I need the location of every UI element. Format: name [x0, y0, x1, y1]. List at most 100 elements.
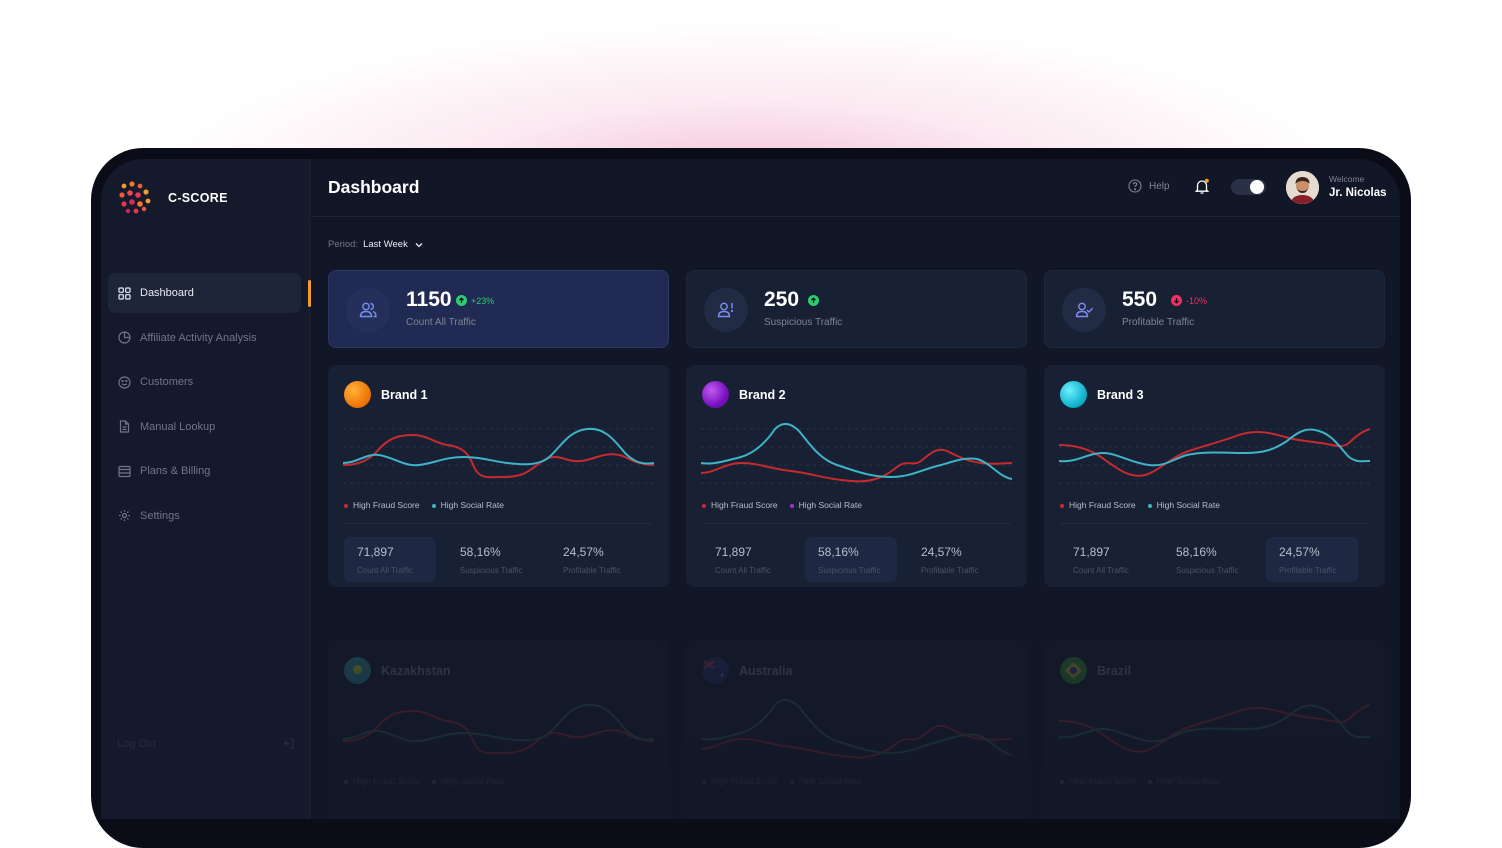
billing-icon	[118, 465, 131, 477]
country-header: Kazakhstan	[344, 657, 450, 684]
sidebar-item-label: Customers	[140, 376, 194, 388]
notifications-button[interactable]	[1194, 178, 1210, 200]
sidebar-item-label: Affiliate Activity Analysis	[140, 331, 257, 344]
sidebar-item-customers[interactable]: Customers	[108, 362, 301, 402]
country-trend-chart	[1059, 704, 1370, 753]
legend-item-social: High Social Rate	[1147, 500, 1220, 510]
logout-icon	[283, 738, 294, 749]
stat-value: 550	[1122, 288, 1158, 311]
metric-count-all-traffic[interactable]: 71,897 Count All Traffic	[715, 545, 771, 575]
brand-trend-chart	[343, 427, 654, 484]
metric-profitable-traffic[interactable]: 24,57% Profitable Traffic	[1266, 537, 1358, 582]
user-avatar-icon	[1286, 171, 1319, 204]
active-nav-indicator	[308, 280, 311, 307]
brand-name: Brand 3	[1097, 387, 1144, 402]
brand-metrics: 71,897 Count All Traffic 58,16% Suspicio…	[344, 537, 664, 582]
chart-legend: High Fraud Score High Social Rate	[344, 776, 504, 786]
chevron-down-icon	[415, 242, 423, 247]
theme-toggle[interactable]	[1231, 179, 1266, 195]
stat-change-badge: +23%	[456, 295, 494, 306]
period-label: Period:	[328, 239, 359, 250]
help-button[interactable]: Help	[1128, 179, 1170, 193]
australia-flag-icon	[702, 657, 729, 684]
brand-header: Brand 2	[702, 381, 786, 408]
metric-profitable-traffic[interactable]: 24,57% Profitable Traffic	[921, 545, 979, 575]
period-selector[interactable]: Period: Last Week	[328, 239, 425, 250]
brand-logo-icon	[1060, 381, 1087, 408]
social-series-line	[343, 427, 654, 467]
stat-card-profitable-traffic[interactable]: 550 -10% Profitable Traffic	[1044, 270, 1385, 348]
help-label: Help	[1149, 180, 1170, 192]
legend-item-fraud: High Fraud Score	[702, 776, 778, 786]
stat-card-count-all-traffic[interactable]: 1150 +23% Count All Traffic	[328, 270, 669, 348]
welcome-block[interactable]: Welcome Jr. Nicolas	[1329, 174, 1387, 199]
country-header: Brazil	[1060, 657, 1131, 684]
stat-label: Profitable Traffic	[1122, 317, 1195, 328]
metric-profitable-traffic[interactable]: 24,57% Profitable Traffic	[563, 545, 621, 575]
legend-item-social: High Social Rate	[431, 500, 504, 510]
avatar[interactable]	[1286, 171, 1319, 204]
country-card-brazil[interactable]: Brazil High Fraud Score High Social Rate	[1044, 641, 1385, 819]
stat-change: -10%	[1186, 295, 1208, 306]
app-screen: C-SCORE Dashboard Affiliate Activity Ana…	[101, 159, 1400, 819]
chart-legend: High Fraud Score High Social Rate	[344, 500, 504, 510]
metric-count-all-traffic[interactable]: 71,897 Count All Traffic	[1073, 545, 1129, 575]
divider	[344, 523, 653, 524]
legend-item-fraud: High Fraud Score	[344, 500, 420, 510]
brand-name: Brand 2	[739, 387, 786, 402]
divider	[1060, 523, 1369, 524]
sidebar-item-affiliate-activity-analysis[interactable]: Affiliate Activity Analysis	[108, 318, 301, 358]
sidebar-item-label: Dashboard	[140, 287, 194, 299]
metric-count-all-traffic[interactable]: 71,897 Count All Traffic	[344, 537, 436, 582]
social-series-line	[701, 423, 1012, 480]
chart-legend: High Fraud Score High Social Rate	[702, 776, 862, 786]
metric-suspicious-traffic[interactable]: 58,16% Suspicious Traffic	[805, 537, 897, 582]
brand-card-1[interactable]: Brand 1 High Fraud Score High Social Rat…	[328, 365, 669, 587]
arrow-up-icon	[456, 295, 467, 306]
fraud-series-line	[343, 433, 654, 479]
sidebar-item-plans-billing[interactable]: Plans & Billing	[108, 451, 301, 491]
brand-card-3[interactable]: Brand 3 High Fraud Score High Social Rat…	[1044, 365, 1385, 587]
help-icon	[1128, 179, 1142, 193]
country-name: Kazakhstan	[381, 663, 451, 678]
fraud-series-line	[701, 448, 1012, 483]
pie-chart-icon	[118, 331, 131, 344]
chart-legend: High Fraud Score High Social Rate	[1060, 500, 1220, 510]
legend-item-fraud: High Fraud Score	[1060, 776, 1136, 786]
country-trend-chart	[701, 699, 1012, 759]
country-card-kazakhstan[interactable]: Kazakhstan High Fraud Score High Social …	[328, 641, 669, 819]
sidebar-item-label: Plans & Billing	[140, 465, 211, 477]
country-name: Brazil	[1097, 663, 1132, 678]
brand-card-2[interactable]: Brand 2 High Fraud Score High Social Rat…	[686, 365, 1027, 587]
legend-item-social: High Social Rate	[789, 776, 862, 786]
bell-icon	[1194, 178, 1210, 194]
app-logo[interactable]: C-SCORE	[118, 180, 228, 216]
metric-suspicious-traffic[interactable]: 58,16% Suspicious Traffic	[460, 545, 523, 575]
brand-logo-icon	[344, 381, 371, 408]
logout-label: Log Out	[117, 737, 157, 750]
stat-label: Suspicious Traffic	[764, 317, 843, 328]
stat-card-suspicious-traffic[interactable]: 250 Suspicious Traffic	[686, 270, 1027, 348]
users-icon	[346, 288, 390, 332]
grid-icon	[118, 286, 131, 300]
smile-icon	[118, 375, 131, 389]
sidebar-item-dashboard[interactable]: Dashboard	[108, 273, 301, 313]
stat-change: +23%	[471, 295, 495, 306]
sidebar-item-manual-lookup[interactable]: Manual Lookup	[108, 407, 301, 447]
brazil-flag-icon	[1060, 657, 1087, 684]
legend-item-social: High Social Rate	[789, 500, 862, 510]
logout-button[interactable]: Log Out	[117, 737, 295, 750]
sidebar: C-SCORE Dashboard Affiliate Activity Ana…	[101, 159, 310, 819]
sidebar-item-settings[interactable]: Settings	[108, 496, 301, 536]
stat-value: 250	[764, 288, 800, 311]
arrow-up-icon	[808, 295, 819, 306]
brand-metrics: 71,897 Count All Traffic 58,16% Suspicio…	[702, 537, 1022, 582]
country-card-australia[interactable]: Australia High Fraud Score High Social R…	[686, 641, 1027, 819]
kazakhstan-flag-icon	[344, 657, 371, 684]
arrow-down-icon	[1171, 295, 1182, 306]
sidebar-item-label: Manual Lookup	[140, 420, 216, 433]
document-icon	[119, 420, 130, 433]
stat-value: 1150	[406, 288, 452, 311]
metric-suspicious-traffic[interactable]: 58,16% Suspicious Traffic	[1176, 545, 1239, 575]
page-title: Dashboard	[328, 177, 420, 197]
